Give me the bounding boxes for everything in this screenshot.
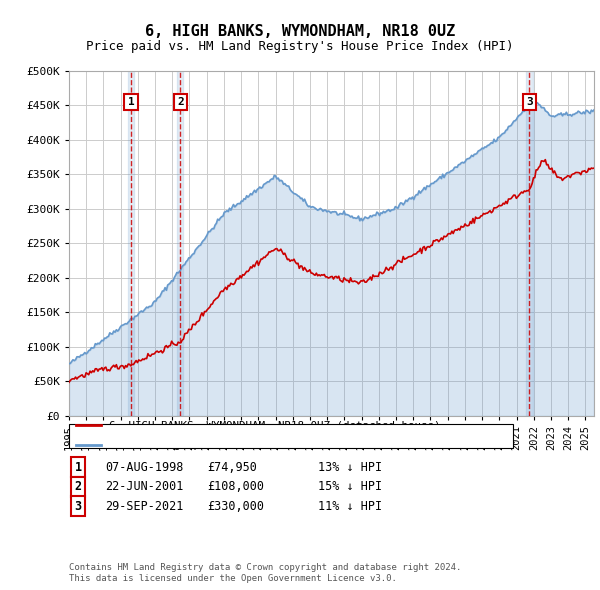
Text: 3: 3 — [526, 97, 533, 107]
Text: This data is licensed under the Open Government Licence v3.0.: This data is licensed under the Open Gov… — [69, 574, 397, 583]
Text: £74,950: £74,950 — [207, 461, 257, 474]
Text: 2: 2 — [177, 97, 184, 107]
Bar — [128, 71, 134, 416]
Text: Price paid vs. HM Land Registry's House Price Index (HPI): Price paid vs. HM Land Registry's House … — [86, 40, 514, 53]
Text: 1: 1 — [128, 97, 134, 107]
Text: 07-AUG-1998: 07-AUG-1998 — [105, 461, 184, 474]
Text: £330,000: £330,000 — [207, 500, 264, 513]
Text: 1: 1 — [74, 461, 82, 474]
Text: 13% ↓ HPI: 13% ↓ HPI — [318, 461, 382, 474]
Text: 15% ↓ HPI: 15% ↓ HPI — [318, 480, 382, 493]
Text: 2: 2 — [74, 480, 82, 493]
Text: 11% ↓ HPI: 11% ↓ HPI — [318, 500, 382, 513]
Text: 3: 3 — [74, 500, 82, 513]
Text: HPI: Average price, detached house, South Norfolk: HPI: Average price, detached house, Sout… — [109, 440, 427, 450]
Text: Contains HM Land Registry data © Crown copyright and database right 2024.: Contains HM Land Registry data © Crown c… — [69, 563, 461, 572]
Text: 6, HIGH BANKS, WYMONDHAM, NR18 0UZ: 6, HIGH BANKS, WYMONDHAM, NR18 0UZ — [145, 24, 455, 38]
Text: £108,000: £108,000 — [207, 480, 264, 493]
Text: 6, HIGH BANKS, WYMONDHAM, NR18 0UZ (detached house): 6, HIGH BANKS, WYMONDHAM, NR18 0UZ (deta… — [109, 421, 440, 430]
Text: 22-JUN-2001: 22-JUN-2001 — [105, 480, 184, 493]
Text: 29-SEP-2021: 29-SEP-2021 — [105, 500, 184, 513]
Bar — [526, 71, 533, 416]
Bar — [177, 71, 184, 416]
